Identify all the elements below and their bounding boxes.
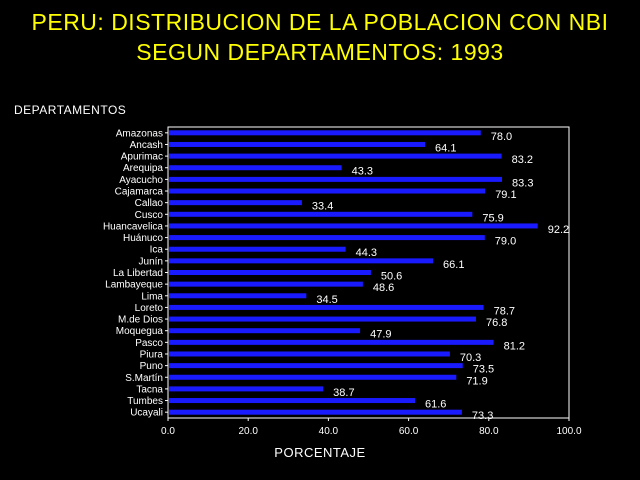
x-tick-label: 20.0	[238, 426, 258, 437]
bar	[169, 141, 426, 147]
value-label: 71.9	[466, 375, 487, 387]
chart-title-line1: PERU: DISTRIBUCION DE LA POBLACION CON N…	[31, 9, 609, 35]
category-label: Tumbes	[127, 396, 163, 407]
bar	[169, 270, 371, 275]
value-label: 61.6	[425, 399, 446, 411]
value-label: 79.1	[495, 189, 516, 201]
value-label: 73.5	[473, 364, 494, 376]
bar	[169, 200, 302, 206]
category-label: Huánuco	[123, 233, 163, 244]
bar	[169, 316, 476, 322]
category-label: Junín	[139, 256, 163, 267]
bar	[169, 235, 485, 241]
value-label: 73.3	[472, 410, 493, 422]
category-label: S.Martín	[125, 373, 163, 384]
bar	[169, 374, 457, 380]
category-label: Amazonas	[116, 128, 163, 139]
value-label: 47.9	[370, 329, 391, 341]
value-label: 78.7	[494, 305, 515, 317]
category-label: Callao	[135, 198, 164, 209]
bar	[169, 130, 481, 136]
value-label: 78.0	[491, 131, 512, 143]
value-label: 66.1	[443, 259, 464, 271]
value-label: 81.2	[504, 340, 525, 352]
bar	[169, 281, 363, 287]
bar	[169, 398, 416, 404]
category-label: Pasco	[135, 338, 163, 349]
value-label: 38.7	[333, 387, 354, 399]
y-axis-label: DEPARTAMENTOS	[14, 103, 127, 117]
category-label: Cajamarca	[115, 187, 164, 198]
value-label: 43.3	[352, 166, 373, 178]
bar	[169, 188, 486, 194]
x-tick-label: 60.0	[399, 426, 419, 437]
category-label: Lambayeque	[105, 280, 163, 291]
category-label: Arequipa	[123, 163, 163, 174]
bar	[169, 223, 538, 229]
category-label: Puno	[140, 361, 164, 372]
category-label: Moquegua	[116, 326, 164, 337]
x-tick-label: 40.0	[319, 426, 339, 437]
category-label: Lima	[141, 291, 163, 302]
x-tick-label: 100.0	[556, 426, 581, 437]
value-label: 92.2	[548, 224, 569, 236]
value-label: 83.3	[512, 177, 533, 189]
category-label: Ica	[150, 245, 164, 256]
category-label: Huancavelica	[103, 221, 163, 232]
chart-title-line2: SEGUN DEPARTAMENTOS: 1993	[136, 39, 504, 65]
value-label: 76.8	[486, 317, 507, 329]
bar	[169, 293, 307, 299]
bar	[169, 211, 473, 217]
value-label: 33.4	[312, 201, 333, 213]
bar	[169, 351, 450, 357]
value-label: 79.0	[495, 236, 516, 248]
category-label: M.de Dios	[118, 315, 163, 326]
category-label: Tacna	[136, 384, 163, 395]
bar	[169, 258, 434, 264]
x-tick-label: 80.0	[479, 426, 499, 437]
bar	[169, 409, 462, 415]
category-label: Apurimac	[121, 152, 163, 163]
x-tick-label: 0.0	[161, 426, 175, 437]
value-label: 83.2	[512, 154, 533, 166]
value-label: 64.1	[435, 142, 456, 154]
bar	[169, 386, 324, 392]
value-label: 44.3	[356, 247, 377, 259]
category-label: Ayacucho	[119, 175, 163, 186]
category-label: La Libertad	[113, 268, 163, 279]
category-label: Piura	[140, 349, 164, 360]
category-label: Cusco	[135, 210, 164, 221]
category-label: Loreto	[135, 303, 164, 314]
category-label: Ucayali	[130, 408, 163, 419]
value-label: 70.3	[460, 352, 481, 364]
bar	[169, 339, 494, 345]
value-label: 75.9	[482, 212, 503, 224]
bar	[169, 165, 342, 171]
x-axis-label: PORCENTAJE	[274, 445, 366, 460]
bar	[169, 246, 346, 252]
bar	[169, 363, 463, 369]
bar	[169, 304, 484, 310]
bar	[169, 176, 503, 182]
category-label: Ancash	[130, 140, 163, 151]
bar	[169, 153, 502, 159]
bar	[169, 328, 361, 334]
value-label: 34.5	[316, 294, 337, 306]
value-label: 50.6	[381, 271, 402, 283]
value-label: 48.6	[373, 282, 394, 294]
